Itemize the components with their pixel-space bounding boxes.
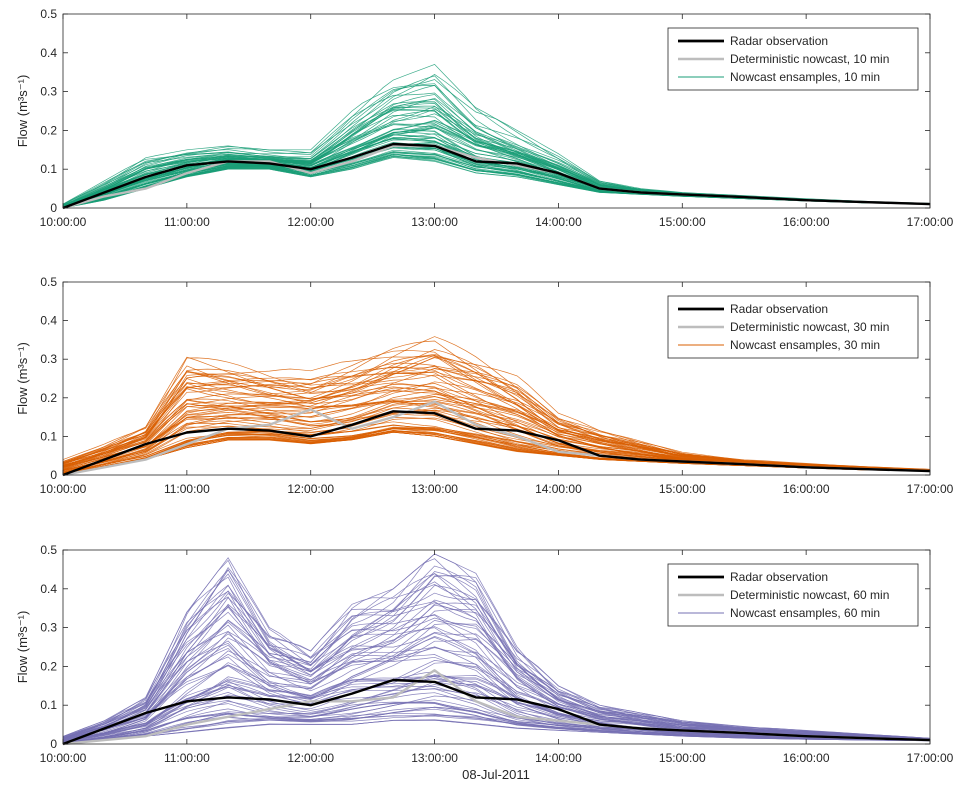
y-axis-label: Flow (m³s⁻¹)	[15, 611, 30, 684]
x-tick-label: 16:00:00	[783, 751, 830, 765]
ensemble-line	[62, 637, 931, 740]
ensemble-line	[62, 719, 931, 745]
chart-panel-3: 0 0.1 0.2 0.3 0.4 0.5 10:00:00 11:00:00 12:00:00…	[15, 543, 954, 765]
x-tick-label: 10:00:00	[40, 215, 87, 229]
legend-entry: Nowcast ensamples, 60 min	[730, 606, 880, 620]
axes-box	[62, 281, 931, 476]
y-tick-label: 0.3	[40, 85, 57, 99]
y-axis-label: Flow (m³s⁻¹)	[15, 342, 30, 415]
y-tick-label: 0	[50, 737, 57, 751]
y-tick-label: 0.5	[40, 275, 57, 289]
x-tick-label: 17:00:00	[907, 215, 954, 229]
ensemble-line	[62, 368, 931, 470]
series-radar-observation	[62, 678, 931, 746]
legend-entry: Nowcast ensamples, 30 min	[730, 338, 880, 352]
chart-panel-2: 0 0.1 0.2 0.3 0.4 0.5 10:00:00 11:00:00 12:00:00…	[15, 275, 954, 496]
ensemble-line	[62, 565, 931, 739]
x-tick-label: 13:00:00	[411, 215, 458, 229]
y-tick-label: 0.3	[40, 621, 57, 635]
series-radar-observation	[62, 142, 931, 210]
ensemble-line	[62, 573, 931, 739]
ensemble-line	[62, 678, 931, 742]
x-tick-label: 16:00:00	[783, 482, 830, 496]
ensemble-line	[62, 362, 931, 470]
ensemble-line	[62, 706, 931, 744]
y-tick-label: 0.5	[40, 543, 57, 557]
axes-box	[62, 549, 931, 745]
ensemble-line	[62, 620, 931, 740]
x-tick-label: 13:00:00	[411, 751, 458, 765]
ensemble-line	[62, 428, 931, 476]
x-tick-label: 10:00:00	[40, 751, 87, 765]
ensemble-line	[62, 357, 931, 470]
x-tick-label: 14:00:00	[535, 751, 582, 765]
legend-entry: Radar observation	[730, 302, 828, 316]
ensemble-line	[62, 399, 931, 471]
series-radar-observation	[62, 410, 931, 477]
y-tick-label: 0.2	[40, 391, 57, 405]
x-tick-label: 12:00:00	[287, 751, 334, 765]
ensemble-line	[62, 602, 931, 739]
x-tick-label: 15:00:00	[659, 751, 706, 765]
shared-x-axis-label: 08-Jul-2011	[462, 767, 530, 782]
x-tick-label: 12:00:00	[287, 482, 334, 496]
legend-entry: Nowcast ensamples, 10 min	[730, 70, 880, 84]
ensemble-line	[62, 686, 931, 743]
y-tick-label: 0	[50, 468, 57, 482]
y-tick-label: 0.2	[40, 659, 57, 673]
y-tick-label: 0.1	[40, 429, 57, 443]
y-tick-label: 0.1	[40, 698, 57, 712]
ensemble-lines	[62, 553, 931, 745]
x-tick-label: 10:00:00	[40, 482, 87, 496]
ensemble-line	[62, 336, 931, 470]
x-tick-label: 11:00:00	[164, 215, 210, 229]
x-tick-label: 11:00:00	[164, 751, 210, 765]
x-tick-label: 15:00:00	[659, 215, 706, 229]
y-tick-label: 0.4	[40, 314, 57, 328]
ensemble-line	[62, 715, 930, 744]
legend-entry: Deterministic nowcast, 10 min	[730, 52, 889, 66]
ensemble-line	[62, 63, 931, 206]
y-tick-label: 0	[50, 201, 57, 215]
ensemble-line	[62, 695, 930, 744]
legend: Radar observation Deterministic nowcast, …	[667, 295, 919, 359]
axes-box	[62, 13, 931, 209]
y-tick-label: 0.3	[40, 352, 57, 366]
legend-entry: Deterministic nowcast, 30 min	[730, 320, 889, 334]
legend-entry: Deterministic nowcast, 60 min	[730, 588, 889, 602]
y-tick-label: 0.2	[40, 123, 57, 137]
ensemble-line	[62, 553, 931, 739]
ensemble-line	[62, 156, 931, 209]
legend: Radar observation Deterministic nowcast, …	[667, 563, 919, 627]
x-tick-label: 16:00:00	[783, 215, 830, 229]
legend: Radar observation Deterministic nowcast, …	[667, 27, 919, 91]
x-tick-label: 17:00:00	[907, 751, 954, 765]
y-tick-label: 0.4	[40, 582, 57, 596]
ensemble-line	[62, 584, 931, 739]
y-tick-label: 0.4	[40, 46, 57, 60]
x-tick-label: 14:00:00	[535, 215, 582, 229]
x-tick-label: 14:00:00	[535, 482, 582, 496]
x-tick-label: 13:00:00	[411, 482, 458, 496]
y-axis-label: Flow (m³s⁻¹)	[15, 75, 30, 148]
ensemble-line	[62, 569, 931, 739]
y-tick-label: 0.1	[40, 162, 57, 176]
x-tick-label: 12:00:00	[287, 215, 334, 229]
legend-entry: Radar observation	[730, 570, 828, 584]
x-tick-label: 11:00:00	[164, 482, 210, 496]
x-tick-label: 17:00:00	[907, 482, 954, 496]
y-tick-label: 0.5	[40, 7, 57, 21]
legend-entry: Radar observation	[730, 34, 828, 48]
x-tick-label: 15:00:00	[659, 482, 706, 496]
chart-panel-1: 0 0.1 0.2 0.3 0.4 0.5 10:00:00 11:00:00 12:00:00…	[15, 7, 954, 229]
